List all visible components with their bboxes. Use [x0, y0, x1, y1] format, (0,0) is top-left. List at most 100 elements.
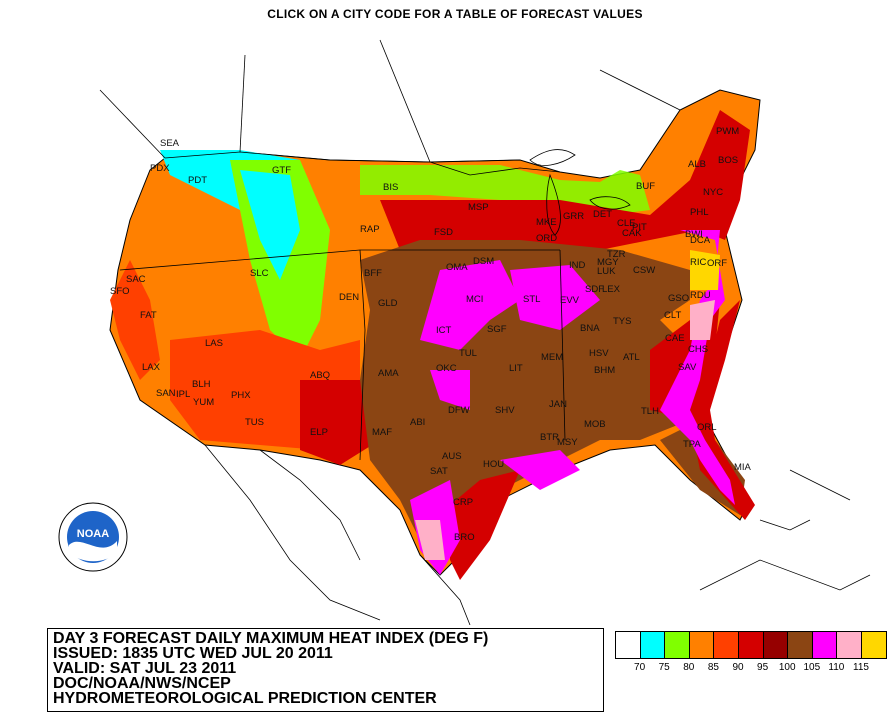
- city-code-sdf[interactable]: SDF: [585, 284, 604, 295]
- city-code-tzr[interactable]: TZR: [607, 249, 626, 260]
- city-code-phl[interactable]: PHL: [690, 207, 708, 218]
- info-line: HYDROMETEOROLOGICAL PREDICTION CENTER: [53, 690, 437, 707]
- city-code-phx[interactable]: PHX: [231, 390, 251, 401]
- city-code-oma[interactable]: OMA: [446, 262, 468, 273]
- city-code-bwi[interactable]: BWI: [685, 229, 703, 240]
- city-code-bis[interactable]: BIS: [383, 182, 398, 193]
- city-code-fsd[interactable]: FSD: [434, 227, 453, 238]
- city-code-pwm[interactable]: PWM: [716, 126, 739, 137]
- city-code-dsm[interactable]: DSM: [473, 256, 494, 267]
- city-code-bna[interactable]: BNA: [580, 323, 600, 334]
- city-code-hsv[interactable]: HSV: [589, 348, 609, 359]
- city-code-bhm[interactable]: BHM: [594, 365, 615, 376]
- city-code-ric[interactable]: RIC: [690, 257, 707, 268]
- city-code-ipl[interactable]: IPL: [176, 389, 190, 400]
- legend-swatch: [665, 632, 690, 658]
- city-code-sat[interactable]: SAT: [430, 466, 448, 477]
- city-code-pdt[interactable]: PDT: [188, 175, 207, 186]
- city-code-elp[interactable]: ELP: [310, 427, 328, 438]
- city-code-stl[interactable]: STL: [523, 294, 540, 305]
- city-code-tpa[interactable]: TPA: [683, 439, 701, 450]
- city-code-btr[interactable]: BTR: [540, 432, 559, 443]
- city-code-atl[interactable]: ATL: [623, 352, 640, 363]
- city-code-tys[interactable]: TYS: [613, 316, 631, 327]
- city-code-ict[interactable]: ICT: [436, 325, 452, 336]
- forecast-info-box: DAY 3 FORECAST DAILY MAXIMUM HEAT INDEX …: [47, 628, 604, 712]
- city-code-tus[interactable]: TUS: [245, 417, 264, 428]
- city-code-gld[interactable]: GLD: [378, 298, 398, 309]
- city-code-evv[interactable]: EVV: [560, 295, 580, 306]
- city-code-mgy[interactable]: MGY: [597, 257, 619, 268]
- city-code-ord[interactable]: ORD: [536, 233, 557, 244]
- info-line: ISSUED: 1835 UTC WED JUL 20 2011: [53, 645, 333, 662]
- city-code-csw[interactable]: CSW: [633, 265, 655, 276]
- city-code-okc[interactable]: OKC: [436, 363, 457, 374]
- city-code-ama[interactable]: AMA: [378, 368, 399, 379]
- noaa-logo-text: NOAA: [77, 528, 109, 540]
- city-code-msy[interactable]: MSY: [557, 437, 578, 448]
- city-code-pdx[interactable]: PDX: [150, 163, 170, 174]
- city-code-mia[interactable]: MIA: [734, 462, 752, 473]
- city-code-maf[interactable]: MAF: [372, 427, 392, 438]
- city-code-grr[interactable]: GRR: [563, 211, 584, 222]
- city-code-jan[interactable]: JAN: [549, 399, 567, 410]
- city-code-sac[interactable]: SAC: [126, 274, 146, 285]
- city-code-cak[interactable]: CAK: [622, 228, 642, 239]
- city-code-ind[interactable]: IND: [569, 260, 586, 271]
- city-code-tul[interactable]: TUL: [459, 348, 477, 359]
- city-code-tlh[interactable]: TLH: [641, 406, 659, 417]
- city-code-orf[interactable]: ORF: [707, 258, 727, 269]
- city-code-blh[interactable]: BLH: [192, 379, 211, 390]
- city-code-mci[interactable]: MCI: [466, 294, 483, 305]
- city-code-sea[interactable]: SEA: [160, 138, 180, 149]
- city-code-msp[interactable]: MSP: [468, 202, 489, 213]
- city-code-crp[interactable]: CRP: [453, 497, 473, 508]
- city-code-orl[interactable]: ORL: [697, 422, 717, 433]
- heat-zones: [110, 110, 755, 580]
- city-code-gtf[interactable]: GTF: [272, 165, 291, 176]
- city-code-hou[interactable]: HOU: [483, 459, 504, 470]
- city-code-cae[interactable]: CAE: [665, 333, 685, 344]
- legend-label: 70: [634, 662, 646, 673]
- city-code-mke[interactable]: MKE: [536, 217, 557, 228]
- city-code-cle[interactable]: CLE: [617, 218, 635, 229]
- city-code-sgf[interactable]: SGF: [487, 324, 507, 335]
- city-code-mob[interactable]: MOB: [584, 419, 606, 430]
- city-code-nyc[interactable]: NYC: [703, 187, 723, 198]
- city-code-san[interactable]: SAN: [156, 388, 176, 399]
- city-code-shv[interactable]: SHV: [495, 405, 515, 416]
- city-code-dca[interactable]: DCA: [690, 235, 711, 246]
- city-code-slc[interactable]: SLC: [250, 268, 269, 279]
- city-code-clt[interactable]: CLT: [664, 310, 681, 321]
- city-code-sfo[interactable]: SFO: [110, 286, 130, 297]
- city-code-yum[interactable]: YUM: [193, 397, 214, 408]
- legend-label: 110: [828, 662, 845, 673]
- city-code-dfw[interactable]: DFW: [448, 405, 470, 416]
- city-code-lex[interactable]: LEX: [602, 284, 621, 295]
- city-code-rap[interactable]: RAP: [360, 224, 380, 235]
- city-code-lax[interactable]: LAX: [142, 362, 161, 373]
- city-code-det[interactable]: DET: [593, 209, 612, 220]
- city-code-aus[interactable]: AUS: [442, 451, 462, 462]
- city-code-sav[interactable]: SAV: [678, 362, 697, 373]
- city-code-gso[interactable]: GSO: [668, 293, 689, 304]
- city-code-alb[interactable]: ALB: [688, 159, 706, 170]
- city-code-fat[interactable]: FAT: [140, 310, 157, 321]
- city-code-rdu[interactable]: RDU: [690, 290, 711, 301]
- city-code-lit[interactable]: LIT: [509, 363, 523, 374]
- legend-label: 85: [707, 662, 719, 673]
- city-code-chs[interactable]: CHS: [688, 344, 708, 355]
- city-code-bro[interactable]: BRO: [454, 532, 475, 543]
- city-code-den[interactable]: DEN: [339, 292, 359, 303]
- city-code-las[interactable]: LAS: [205, 338, 223, 349]
- city-code-bff[interactable]: BFF: [364, 268, 382, 279]
- city-code-mem[interactable]: MEM: [541, 352, 563, 363]
- city-code-pit[interactable]: PIT: [632, 222, 647, 233]
- city-code-luk[interactable]: LUK: [597, 266, 616, 277]
- city-code-buf[interactable]: BUF: [636, 181, 655, 192]
- city-code-bos[interactable]: BOS: [718, 155, 738, 166]
- legend-swatch: [788, 632, 813, 658]
- noaa-logo: NOAA: [58, 502, 128, 572]
- city-code-abq[interactable]: ABQ: [310, 370, 330, 381]
- city-code-abi[interactable]: ABI: [410, 417, 425, 428]
